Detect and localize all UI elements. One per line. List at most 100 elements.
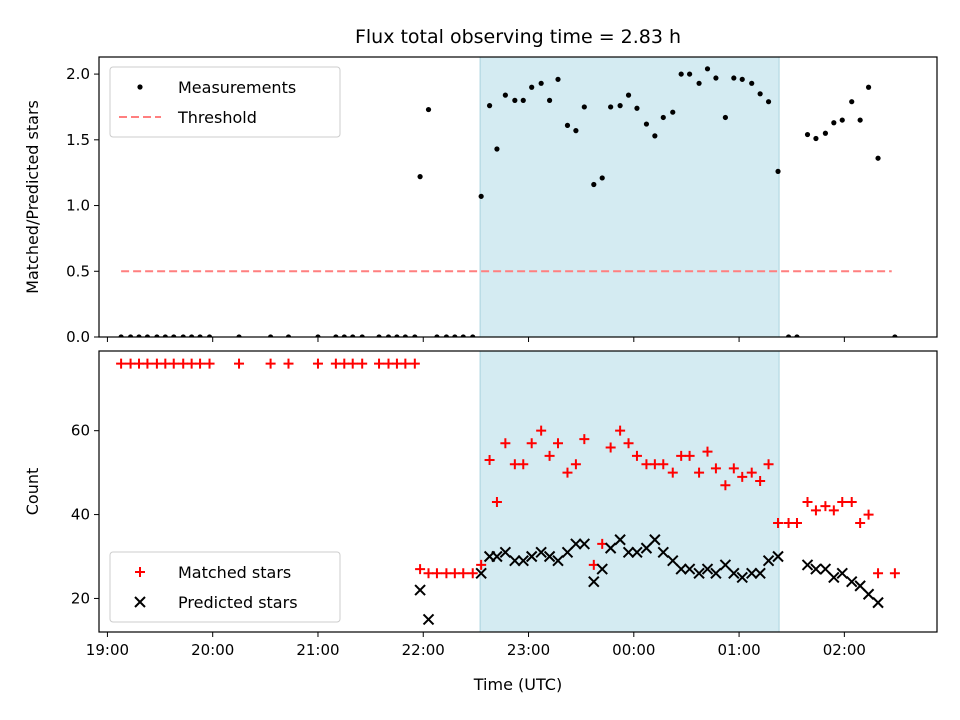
matched-stars-point: [186, 358, 197, 369]
measurements-point: [486, 103, 493, 109]
axes-frame: [98, 56, 938, 338]
x-tick-label: 20:00: [191, 641, 234, 659]
measurements-point: [775, 168, 781, 174]
legend-marker: [135, 567, 145, 577]
predicted-stars-point: [604, 542, 617, 554]
predicted-stars-point: [578, 538, 591, 550]
matched-stars-point: [491, 496, 502, 507]
matched-stars-point: [160, 358, 171, 369]
matched-stars-point: [347, 358, 358, 369]
matched-stars-point: [737, 471, 748, 482]
measurements-point: [341, 334, 347, 337]
measurements-point: [520, 97, 526, 103]
measurements-point: [643, 121, 650, 127]
measurements-point: [849, 99, 855, 105]
y-tick-label: 1.0: [66, 197, 90, 215]
predicted-stars-point: [762, 554, 775, 567]
matched-stars-point: [855, 517, 866, 528]
matched-stars-point: [330, 358, 341, 369]
matched-stars-point: [409, 358, 420, 369]
matched-stars-point: [383, 358, 394, 369]
matched-stars-point: [791, 517, 802, 528]
measurements-point: [512, 97, 518, 103]
predicted-stars-point: [649, 534, 661, 546]
matched-stars-point: [500, 438, 511, 449]
measurements-point: [822, 130, 829, 136]
chart-title: Flux total observing time = 2.83 h: [355, 26, 681, 48]
matched-stars-point: [134, 358, 145, 369]
matched-stars-point: [391, 358, 402, 369]
predicted-stars-point: [772, 550, 784, 563]
x-tick-label: 02:00: [823, 641, 866, 659]
predicted-stars-point: [828, 571, 840, 584]
matched-stars-point: [536, 425, 547, 436]
measurements-point: [831, 120, 837, 126]
measurements-point: [839, 117, 845, 123]
matched-stars-point: [570, 459, 581, 470]
matched-stars-point: [562, 467, 573, 478]
y-tick-label: 0.0: [66, 328, 90, 346]
matched-stars-point: [773, 517, 784, 528]
measurements-point: [660, 114, 666, 121]
measurements-point: [189, 334, 195, 337]
matched-stars-point: [873, 568, 884, 579]
predicted-stars-point: [846, 575, 858, 588]
matched-stars-point: [828, 505, 839, 516]
matched-stars-point: [649, 459, 660, 470]
predicted-stars-point: [701, 563, 714, 575]
measurements-point: [555, 76, 561, 82]
y-tick-label: 60: [71, 422, 90, 440]
measurements-point: [608, 104, 614, 110]
predicted-stars-point: [819, 563, 832, 575]
measurements-point: [162, 334, 168, 337]
measurements-point: [617, 103, 623, 109]
predicted-stars-point: [640, 542, 653, 554]
measurements-point: [494, 146, 500, 152]
predicted-stars-point: [872, 596, 884, 609]
matched-stars-point: [783, 517, 794, 528]
measurements-point: [794, 334, 800, 337]
y-tick-label: 40: [71, 506, 90, 524]
legend-box: [109, 66, 341, 138]
matched-stars-point: [605, 442, 616, 453]
matched-stars-point: [579, 434, 590, 445]
matched-stars-point: [544, 450, 555, 461]
matched-stars-point: [204, 358, 215, 369]
measurements-point: [197, 334, 203, 337]
measurements-point: [206, 334, 213, 337]
measurements-point: [425, 106, 432, 113]
matched-stars-point: [195, 358, 206, 369]
measurements-point: [696, 80, 702, 86]
predicted-stars-point: [657, 546, 669, 559]
matched-stars-point: [641, 459, 652, 470]
matched-stars-point: [116, 358, 127, 369]
matched-stars-point: [702, 446, 713, 457]
measurements-point: [573, 128, 579, 134]
predicted-stars-point: [801, 559, 814, 571]
measurements-point: [268, 334, 274, 337]
predicted-stars-point: [719, 559, 732, 571]
measurements-point: [478, 193, 484, 199]
predicted-stars-point: [570, 538, 582, 550]
predicted-stars-point: [693, 567, 705, 579]
legend-marker: [137, 84, 143, 90]
matched-stars-point: [728, 463, 739, 474]
x-tick-label: 23:00: [507, 641, 550, 659]
matched-stars-point: [484, 455, 495, 466]
x-tick-label: 19:00: [86, 641, 129, 659]
measurements-point: [285, 334, 292, 337]
predicted-stars-point: [535, 546, 547, 559]
measurements-point: [865, 84, 872, 90]
measurements-point: [757, 91, 763, 97]
legend-marker: [134, 596, 146, 608]
measurements-point: [546, 97, 553, 103]
legend-label: Predicted stars: [178, 593, 298, 612]
matched-stars-point: [810, 505, 821, 516]
matched-stars-point: [763, 459, 774, 470]
matched-stars-point: [234, 358, 245, 369]
matched-stars-point: [658, 459, 669, 470]
matched-stars-point: [746, 467, 757, 478]
axes-frame: [98, 350, 938, 633]
x-axis-label: Time (UTC): [473, 675, 562, 694]
measurements-point: [529, 84, 535, 90]
